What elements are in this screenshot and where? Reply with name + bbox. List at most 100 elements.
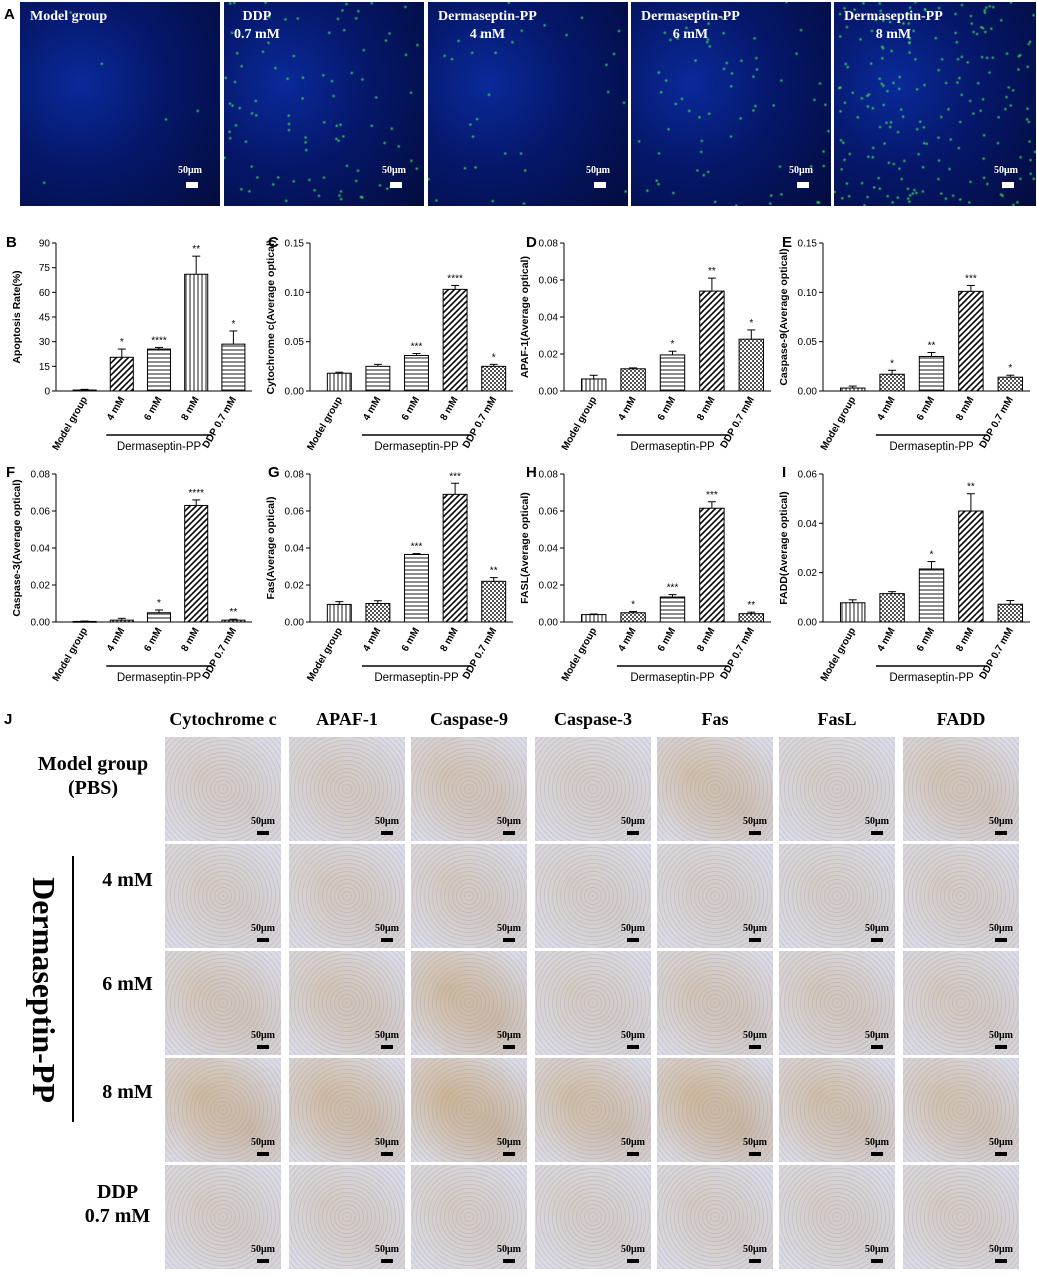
bar	[659, 596, 686, 623]
ihc-image: 50μm	[535, 737, 651, 841]
significance-label: **	[490, 566, 498, 577]
scale-bar	[257, 938, 269, 942]
scale-bar	[749, 831, 761, 835]
scale-bar-label: 50μm	[865, 1030, 889, 1041]
ihc-image: 50μm	[289, 737, 405, 841]
category-label: 4 mM	[616, 626, 638, 654]
y-tick-label: 30	[39, 337, 51, 348]
group-label: Dermaseptin-PP	[889, 441, 974, 453]
scale-bar	[871, 938, 883, 942]
ihc-image: 50μm	[411, 737, 527, 841]
category-label: 8 mM	[438, 626, 460, 654]
scale-bar	[627, 1259, 639, 1263]
category-label: DDP 0.7 mM	[719, 395, 757, 450]
scale-bar-label: 50μm	[989, 1030, 1013, 1041]
category-label: 8 mM	[695, 626, 717, 654]
y-tick-label: 0.00	[31, 618, 51, 629]
ihc-image: 50μm	[657, 737, 773, 841]
chart-letter: B	[6, 234, 17, 251]
category-label: 6 mM	[142, 395, 164, 423]
significance-label: **	[928, 341, 936, 352]
bar	[442, 493, 468, 623]
ihc-image: 50μm	[779, 1058, 895, 1162]
scale-bar-label: 50μm	[497, 1030, 521, 1041]
ihc-image: 50μm	[165, 844, 281, 948]
category-label: Model group	[819, 626, 859, 683]
ihc-image: 50μm	[535, 1058, 651, 1162]
category-label: DDP 0.7 mM	[978, 626, 1016, 681]
significance-label: *	[231, 319, 235, 330]
ihc-image: 50μm	[535, 951, 651, 1055]
significance-label: *	[749, 318, 753, 329]
scale-bar	[797, 182, 809, 188]
significance-label: ***	[706, 490, 718, 501]
significance-label: **	[230, 607, 238, 618]
significance-label: *	[120, 337, 124, 348]
y-tick-label: 0.08	[31, 470, 51, 481]
y-tick-label: 0.00	[798, 387, 818, 398]
scale-bar-label: 50μm	[375, 1244, 399, 1255]
y-tick-label: 0.05	[285, 337, 305, 348]
ihc-column-header: Caspase-9	[429, 709, 508, 729]
dermaseptin-group-bracket	[72, 856, 74, 1122]
y-tick-label: 0.02	[798, 568, 818, 579]
y-tick-label: 0	[44, 387, 50, 398]
significance-label: ***	[667, 583, 679, 594]
y-tick-label: 60	[39, 288, 51, 299]
ihc-image: 50μm	[289, 951, 405, 1055]
scale-bar	[503, 831, 515, 835]
ihc-image: 50μm	[289, 1165, 405, 1269]
significance-label: **	[747, 600, 755, 611]
bar	[365, 603, 391, 623]
y-tick-label: 0.08	[539, 470, 559, 481]
y-axis-label: FADD(Average optical)	[778, 491, 790, 604]
ihc-column-header: FasL	[817, 709, 857, 729]
scale-bar-label: 50μm	[621, 1244, 645, 1255]
category-label: 6 mM	[915, 626, 937, 654]
ihc-image: 50μm	[657, 1058, 773, 1162]
ihc-image: 50μm	[289, 1058, 405, 1162]
significance-label: *	[157, 598, 161, 609]
fluorescence-label: DDP 0.7 mM	[234, 8, 280, 44]
scale-bar	[594, 182, 606, 188]
fluorescence-label-line: Dermaseptin-PP	[641, 9, 740, 24]
bar	[879, 593, 905, 623]
ihc-image: 50μm	[165, 1165, 281, 1269]
y-axis-label: Apoptosis Rate(%)	[11, 270, 23, 363]
panel-a-letter: A	[4, 6, 15, 23]
scale-bar-label: 50μm	[178, 165, 202, 176]
significance-label: ***	[411, 542, 423, 553]
bar	[738, 613, 765, 623]
fluorescence-image-3: Dermaseptin-PP 4 mM 50μm	[428, 2, 628, 206]
scale-bar	[503, 1045, 515, 1049]
chart-e: E 0.00 0.05 0.10 0.15 Caspase-9(Average optic…	[778, 234, 1030, 453]
y-tick-label: 0.08	[285, 470, 305, 481]
scale-bar	[627, 1152, 639, 1156]
ihc-image: 50μm	[903, 951, 1019, 1055]
scale-bar	[381, 1152, 393, 1156]
fluorescence-image-2: DDP 0.7 mM 50μm	[224, 2, 424, 206]
bar	[146, 348, 172, 392]
bar	[918, 568, 945, 623]
bar	[879, 373, 905, 392]
scale-bar-label: 50μm	[865, 816, 889, 827]
bar	[839, 602, 866, 623]
category-label: DDP 0.7 mM	[201, 395, 239, 450]
scale-bar-label: 50μm	[743, 816, 767, 827]
ihc-image: 50μm	[165, 737, 281, 841]
scale-bar	[749, 1152, 761, 1156]
scale-bar	[381, 1259, 393, 1263]
y-tick-label: 0.15	[285, 239, 305, 250]
bar	[958, 290, 984, 392]
bar	[839, 387, 866, 392]
category-label: 4 mM	[616, 395, 638, 423]
scale-bar	[995, 1152, 1007, 1156]
scale-bar	[995, 1259, 1007, 1263]
bar	[404, 553, 429, 623]
category-label: Model group	[560, 395, 600, 452]
y-axis-label: Fas(Average optical)	[265, 497, 277, 600]
category-label: 4 mM	[875, 626, 897, 654]
scale-bar-label: 50μm	[621, 923, 645, 934]
y-tick-label: 0.02	[285, 581, 305, 592]
chart-letter: E	[782, 234, 792, 251]
